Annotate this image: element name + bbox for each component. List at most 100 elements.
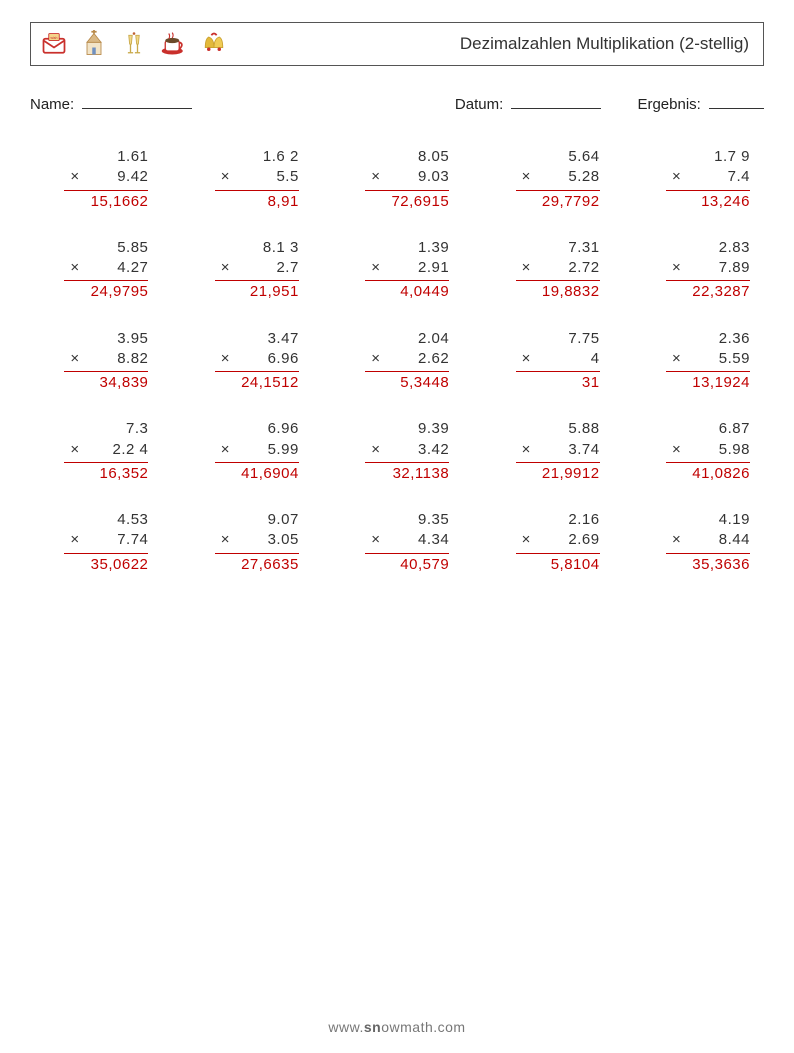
- answer: 34,839: [100, 373, 149, 393]
- multiplier: 3.42: [418, 440, 449, 460]
- multiplier-row: ×7.4: [672, 167, 750, 187]
- rule-line: [666, 190, 750, 191]
- multiply-sign: ×: [672, 258, 681, 278]
- rule-line: [215, 553, 299, 554]
- answer: 22,3287: [692, 282, 750, 302]
- multiply-sign: ×: [522, 349, 531, 369]
- worksheet-page: wish: [0, 0, 794, 1053]
- multiplicand: 2.04: [418, 329, 449, 349]
- problem: 4.19×8.4435,3636: [632, 510, 764, 575]
- rule-line: [215, 371, 299, 372]
- rule-line: [64, 462, 148, 463]
- meta-row: Name: Datum: Ergebnis:: [30, 94, 764, 113]
- multiplier-row: × 5.99: [221, 440, 299, 460]
- answer: 29,7792: [542, 192, 600, 212]
- answer: 4,0449: [400, 282, 449, 302]
- multiplier: 7.89: [719, 258, 750, 278]
- rule-line: [64, 371, 148, 372]
- multiplier: 9.42: [117, 167, 148, 187]
- answer: 16,352: [100, 464, 149, 484]
- multiply-sign: ×: [221, 530, 230, 550]
- multiplier-row: × 5.5: [221, 167, 299, 187]
- answer: 41,6904: [241, 464, 299, 484]
- multiplicand: 5.88: [568, 419, 599, 439]
- problem: 6.96 × 5.99 41,6904: [180, 419, 312, 484]
- multiplier: 8.82: [117, 349, 148, 369]
- multiplicand: 6.87: [719, 419, 750, 439]
- multiplicand: 7.3: [126, 419, 148, 439]
- multiply-sign: ×: [672, 530, 681, 550]
- problem: 1.7 9×7.413,246: [632, 147, 764, 212]
- multiplier: 6.96: [268, 349, 299, 369]
- hot-cocoa-mug-icon: [159, 29, 189, 59]
- multiplier-row: ×4.27: [70, 258, 148, 278]
- multiplier-row: × 9.42: [70, 167, 148, 187]
- multiplier-row: ×8.82: [70, 349, 148, 369]
- problem: 5.85×4.2724,9795: [30, 238, 162, 303]
- multiply-sign: ×: [221, 440, 230, 460]
- multiplier-row: ×3.42: [371, 440, 449, 460]
- multiplier-row: ×2.91: [371, 258, 449, 278]
- multiplier-row: ×3.74: [522, 440, 600, 460]
- multiplier-row: × 8.44: [672, 530, 750, 550]
- rule-line: [215, 190, 299, 191]
- multiplier-row: ×4.34: [371, 530, 449, 550]
- rule-line: [516, 371, 600, 372]
- problem: 6.87×5.9841,0826: [632, 419, 764, 484]
- multiplier: 8.44: [719, 530, 750, 550]
- multiplier: 7.4: [728, 167, 750, 187]
- multiplicand: 5.64: [568, 147, 599, 167]
- multiplier-row: ×9.03: [371, 167, 449, 187]
- multiply-sign: ×: [70, 167, 79, 187]
- problem: 5.64×5.2829,7792: [481, 147, 613, 212]
- problem: 2.83×7.8922,3287: [632, 238, 764, 303]
- answer: 13,1924: [692, 373, 750, 393]
- answer: 72,6915: [391, 192, 449, 212]
- problem: 8.05×9.0372,6915: [331, 147, 463, 212]
- multiply-sign: ×: [70, 440, 79, 460]
- multiplicand: 3.95: [117, 329, 148, 349]
- rule-line: [215, 462, 299, 463]
- answer: 5,8104: [551, 555, 600, 575]
- answer: 35,0622: [91, 555, 149, 575]
- multiply-sign: ×: [672, 349, 681, 369]
- rule-line: [365, 462, 449, 463]
- multiplier: 5.99: [268, 440, 299, 460]
- multiplier-row: ×7.74: [70, 530, 148, 550]
- name-field: Name:: [30, 94, 192, 113]
- problem: 1.61×9.4215,1662: [30, 147, 162, 212]
- problem: 7.31×2.7219,8832: [481, 238, 613, 303]
- rule-line: [365, 371, 449, 372]
- multiplier-row: × 7.89: [672, 258, 750, 278]
- multiplier: 5.5: [276, 167, 298, 187]
- problem: 9.35×4.3440,579: [331, 510, 463, 575]
- multiplier: 2.69: [568, 530, 599, 550]
- multiply-sign: ×: [221, 167, 230, 187]
- multiplicand: 7.31: [568, 238, 599, 258]
- multiplicand: 7.75: [568, 329, 599, 349]
- name-blank[interactable]: [82, 94, 192, 109]
- result-blank[interactable]: [709, 94, 764, 109]
- answer: 8,91: [268, 192, 299, 212]
- answer: 15,1662: [91, 192, 149, 212]
- multiplier-row: ×4: [522, 349, 600, 369]
- multiply-sign: ×: [522, 440, 531, 460]
- multiply-sign: ×: [221, 258, 230, 278]
- multiply-sign: ×: [522, 258, 531, 278]
- rule-line: [516, 553, 600, 554]
- date-blank[interactable]: [511, 94, 601, 109]
- multiplier-row: ×2.7: [221, 258, 299, 278]
- multiplier-row: ×2.2 4: [70, 440, 148, 460]
- header-icon-row: wish: [39, 29, 229, 59]
- multiplicand: 8.1 3: [263, 238, 299, 258]
- multiply-sign: ×: [221, 349, 230, 369]
- multiplier-row: ×5.59: [672, 349, 750, 369]
- champagne-glasses-icon: [119, 29, 149, 59]
- multiplier-row: ×3.05: [221, 530, 299, 550]
- multiplicand: 6.96: [268, 419, 299, 439]
- answer: 5,3448: [400, 373, 449, 393]
- problem: 2.16×2.695,8104: [481, 510, 613, 575]
- rule-line: [64, 280, 148, 281]
- multiply-sign: ×: [371, 258, 380, 278]
- rule-line: [666, 553, 750, 554]
